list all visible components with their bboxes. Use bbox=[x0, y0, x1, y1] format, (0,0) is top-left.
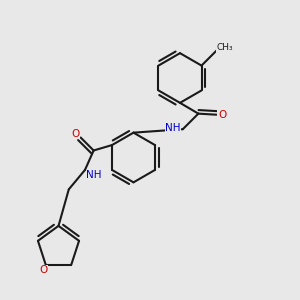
Text: O: O bbox=[71, 129, 80, 139]
Text: O: O bbox=[39, 266, 47, 275]
Text: NH: NH bbox=[165, 123, 181, 133]
Text: O: O bbox=[218, 110, 226, 120]
Text: NH: NH bbox=[86, 170, 102, 180]
Text: CH₃: CH₃ bbox=[217, 44, 233, 52]
